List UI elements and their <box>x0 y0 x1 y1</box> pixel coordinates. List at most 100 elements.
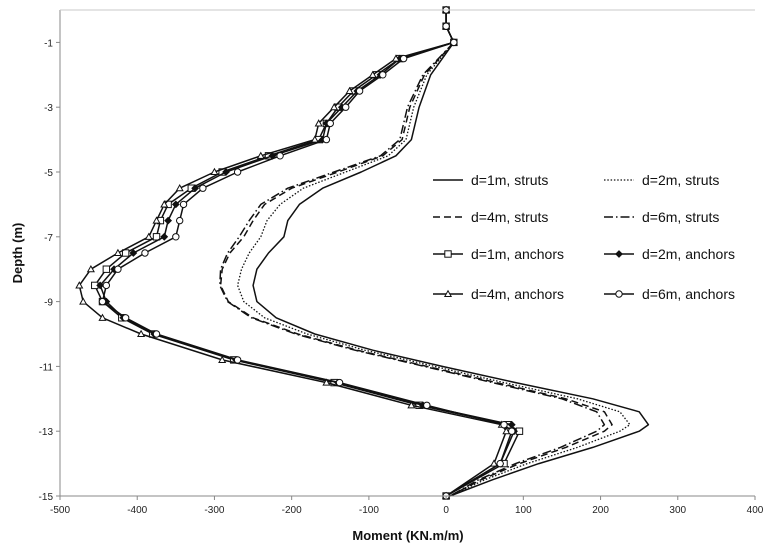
x-tick-label: -500 <box>50 505 70 516</box>
legend-item: d=6m, struts <box>604 209 719 225</box>
x-tick-label: 400 <box>747 505 764 516</box>
legend-label: d=2m, anchors <box>642 246 735 262</box>
data-point <box>121 314 130 322</box>
legend-label: d=2m, struts <box>642 172 719 188</box>
series-line <box>101 10 513 497</box>
data-point <box>129 249 138 257</box>
data-point <box>500 421 508 429</box>
data-point <box>222 168 230 176</box>
series-line <box>78 10 508 497</box>
y-tick-label: -1 <box>44 38 53 49</box>
data-point <box>144 232 153 240</box>
x-tick-labels: -500 -400 -300 -200 -100 0 100 200 300 400 <box>50 496 764 516</box>
x-tick-label: 200 <box>592 505 609 516</box>
x-tick-label: -400 <box>127 505 147 516</box>
series-2 <box>236 41 631 497</box>
data-point <box>152 330 161 338</box>
x-axis-title: Moment (KN.m/m) <box>352 528 463 543</box>
data-point <box>98 297 107 306</box>
data-point <box>102 265 111 273</box>
data-point <box>152 233 161 241</box>
series-line <box>94 10 521 497</box>
legend-marker <box>444 250 452 258</box>
data-point <box>113 248 122 257</box>
data-point <box>256 151 265 159</box>
data-point <box>489 459 499 467</box>
series-line <box>252 41 650 497</box>
data-point <box>330 102 339 111</box>
data-point <box>345 86 354 95</box>
series-8 <box>98 6 516 500</box>
data-point <box>175 216 184 225</box>
data-point <box>355 87 364 95</box>
y-tick-label: -13 <box>39 427 54 438</box>
legend-marker <box>615 250 623 258</box>
data-point <box>191 184 200 193</box>
legend-label: d=1m, struts <box>471 172 548 188</box>
data-point <box>218 355 227 363</box>
data-point <box>75 281 84 289</box>
data-point <box>160 232 169 241</box>
data-point <box>326 119 334 128</box>
data-point <box>450 38 458 47</box>
data-point <box>79 297 88 305</box>
data-point <box>496 459 504 468</box>
data-point <box>199 184 207 192</box>
data-point <box>164 216 173 225</box>
legend-marker <box>615 290 623 298</box>
data-point <box>276 152 284 160</box>
data-point <box>508 427 516 435</box>
legend-item: d=6m, anchors <box>604 286 735 302</box>
x-tick-label: 100 <box>515 505 532 516</box>
y-tick-label: -11 <box>39 362 53 373</box>
series-1 <box>252 41 650 497</box>
legend-marker <box>443 289 453 298</box>
data-point <box>160 200 169 208</box>
legend-item: d=4m, struts <box>433 209 548 225</box>
data-point <box>137 329 146 338</box>
series-4 <box>219 41 606 497</box>
data-point <box>86 264 95 273</box>
legend-label: d=6m, struts <box>642 209 719 225</box>
data-point <box>314 119 323 127</box>
data-point <box>179 200 188 209</box>
data-point <box>210 167 219 176</box>
y-axis-title: Depth (m) <box>10 223 25 284</box>
y-tick-label: -15 <box>39 492 54 503</box>
x-tick-label: 0 <box>443 505 449 516</box>
y-tick-labels: -1 -3 -5 -7 -9 -11 -13 -15 <box>39 38 60 503</box>
data-point <box>152 216 161 224</box>
data-point <box>102 281 111 290</box>
legend-item: d=1m, struts <box>433 172 548 188</box>
data-point <box>342 103 350 111</box>
y-tick-label: -9 <box>44 298 53 309</box>
axes-layer <box>59 9 755 497</box>
data-point <box>379 71 387 79</box>
data-point <box>98 313 107 321</box>
data-point <box>423 401 431 409</box>
data-point <box>141 249 149 257</box>
data-point <box>114 265 122 273</box>
x-tick-label: -200 <box>282 505 302 516</box>
legend-item: d=2m, struts <box>604 172 719 188</box>
legend-label: d=4m, anchors <box>471 286 564 302</box>
legend-label: d=4m, struts <box>471 209 548 225</box>
data-point <box>171 200 180 209</box>
data-point <box>322 135 331 144</box>
x-tick-label: -100 <box>359 505 379 516</box>
y-tick-label: -7 <box>44 233 53 244</box>
legend-label: d=6m, anchors <box>642 286 735 302</box>
x-tick-label: -300 <box>204 505 224 516</box>
legend: d=1m, struts d=2m, struts d=4m, struts d=6m… <box>433 172 735 302</box>
x-tick-label: 300 <box>669 505 686 516</box>
data-point <box>399 54 408 63</box>
data-point <box>368 70 377 78</box>
data-point <box>442 22 450 30</box>
data-point <box>391 54 400 62</box>
data-point <box>407 401 416 409</box>
data-point <box>335 378 344 387</box>
data-point <box>172 233 180 241</box>
series-line <box>236 41 631 497</box>
